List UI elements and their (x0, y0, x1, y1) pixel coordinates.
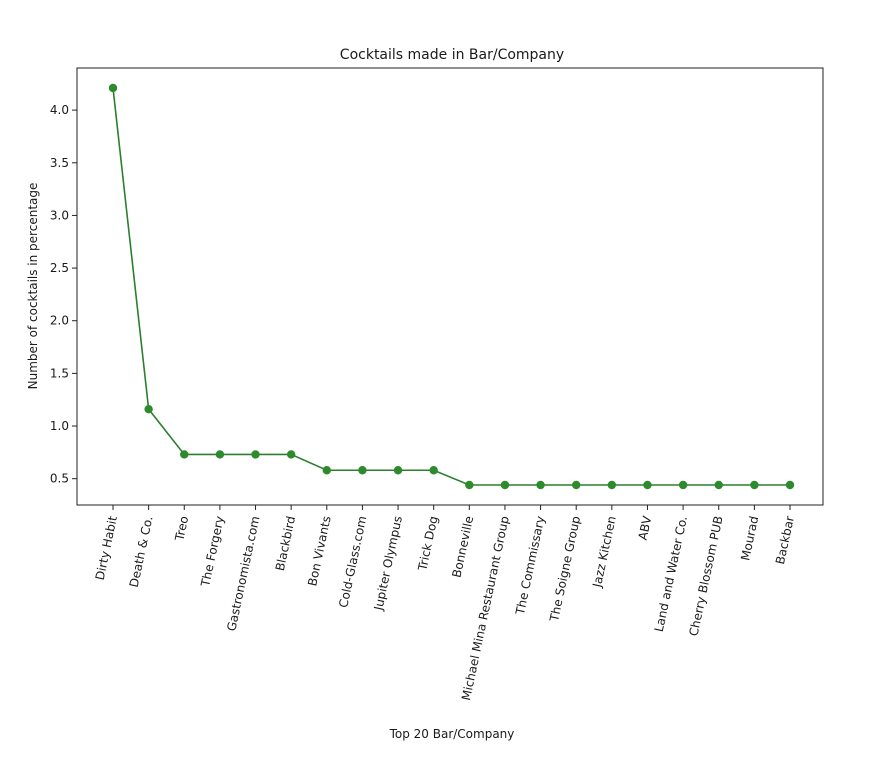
y-tick-label: 2.5 (50, 261, 69, 275)
x-tick-label: The Commissary (513, 515, 548, 617)
data-point (678, 480, 688, 490)
data-point (785, 480, 795, 490)
x-tick-label: The Soigne Group (547, 515, 583, 624)
data-point (500, 480, 510, 490)
data-point (108, 83, 118, 93)
y-tick-label: 4.0 (50, 103, 69, 117)
y-tick-label: 3.5 (50, 156, 69, 170)
chart-title: Cocktails made in Bar/Company (340, 47, 564, 63)
data-point (714, 480, 723, 490)
x-axis-label: Top 20 Bar/Company (389, 727, 515, 741)
data-point (215, 450, 225, 459)
data-point (144, 404, 153, 414)
data-point (251, 450, 260, 459)
y-tick-label: 2.0 (50, 314, 69, 328)
x-tick-label: Jupiter Olympus (371, 515, 405, 613)
plot-area: 0.5 1.0 1.5 2.0 2.5 3.0 3.5 4.0 Dirty Habit Death… (50, 67, 824, 702)
data-point (750, 480, 759, 490)
y-tick-label: 1.5 (50, 366, 69, 380)
x-tick-label: Mourad (738, 515, 761, 562)
data-point (643, 480, 652, 490)
x-tick-label: ABV (636, 514, 655, 541)
plot-frame (76, 67, 824, 506)
data-point (358, 466, 367, 475)
x-tick-label: Bonneville (450, 515, 477, 579)
x-tick-label: Trick Dog (415, 515, 440, 573)
x-tick-label: Death & Co. (127, 515, 156, 589)
data-point (465, 480, 474, 490)
y-tick-label: 1.0 (50, 419, 69, 433)
y-tick-label: 0.5 (50, 472, 69, 486)
x-tick-label: Cold-Glass.com (336, 515, 369, 609)
data-point (393, 466, 403, 475)
y-tick-label: 3.0 (50, 208, 69, 222)
data-point (429, 466, 438, 475)
x-tick-label: Dirty Habit (93, 514, 120, 581)
data-point (572, 480, 581, 490)
x-tick-label: Treo (172, 515, 191, 543)
x-tick-label: Blackbird (273, 515, 298, 572)
x-tick-label: Gastronomista.com (224, 515, 262, 633)
x-tick-label: Backbar (773, 515, 797, 566)
x-tick-label: The Forgery (198, 515, 227, 589)
y-axis-label: Number of cocktails in percentage (26, 183, 40, 390)
data-point (286, 450, 296, 459)
data-point (322, 466, 331, 475)
data-point (607, 480, 617, 490)
data-point (180, 450, 189, 459)
data-point (536, 480, 545, 490)
x-tick-label: Land and Water Co. (652, 515, 690, 633)
x-tick-label: Bon Vivants (305, 515, 334, 588)
x-tick-label: Jazz Kitchen (590, 515, 619, 590)
x-tick-label: Cherry Blossom PUB (687, 515, 726, 638)
series-line (112, 87, 790, 486)
